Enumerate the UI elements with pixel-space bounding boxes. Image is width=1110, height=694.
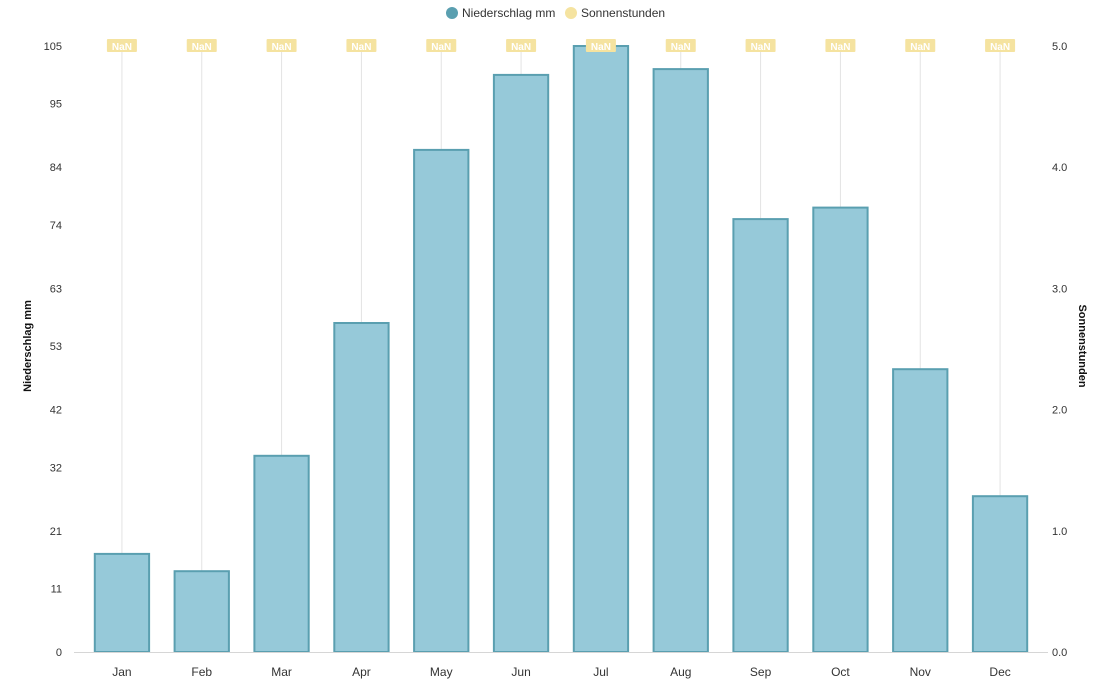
nan-label-bg: [825, 39, 856, 52]
data-label-nan: NaN: [910, 42, 930, 53]
nan-label-bg: [266, 39, 297, 52]
bar-feb: [173, 570, 230, 654]
bar-jun: [492, 73, 550, 653]
nan-label-bg: [506, 39, 537, 52]
bar-oct: [812, 206, 869, 653]
axes-layer: Jan Feb Mar Apr May Jun Jul Aug Sep Oct Nov Dec 0 11 2…: [44, 41, 1068, 679]
data-label-nan: NaN: [192, 42, 212, 53]
bar-nov: [892, 368, 949, 653]
nan-label-bg: [985, 39, 1016, 52]
legend-label-sunshine[interactable]: Sonnenstunden: [581, 6, 665, 20]
data-label-nan: NaN: [591, 42, 611, 53]
y-tick-label-left: 0: [56, 647, 62, 659]
y-tick-label-right: 4.0: [1052, 162, 1067, 174]
y-tick-label-left: 11: [51, 584, 62, 596]
bar-dec: [971, 495, 1029, 654]
y-tick-label-right: 2.0: [1052, 405, 1067, 417]
bar-jul: [572, 45, 630, 653]
bar-sep: [732, 218, 789, 653]
y-tick-label-right: 3.0: [1052, 283, 1067, 295]
x-tick-label: Apr: [352, 665, 371, 679]
nan-label-bg: [346, 39, 377, 52]
x-tick-label: May: [430, 665, 453, 679]
bar-apr: [333, 322, 390, 653]
y-tick-label-right: 0.0: [1052, 647, 1067, 659]
y-tick-label-left: 42: [50, 405, 62, 417]
data-label-nan: NaN: [431, 42, 451, 53]
nan-label-bg: [585, 39, 616, 52]
nan-label-bg: [106, 39, 137, 52]
y-tick-label-right: 1.0: [1052, 526, 1067, 538]
nan-label-bg: [665, 39, 696, 52]
nan-label-bg: [905, 39, 936, 52]
bar-aug: [652, 68, 709, 654]
legend[interactable]: Niederschlag mm Sonnenstunden: [446, 6, 665, 20]
data-label-nan: NaN: [351, 42, 371, 53]
y-tick-label-right: 5.0: [1052, 41, 1067, 53]
y-tick-label-left: 74: [50, 220, 62, 232]
x-tick-label: Mar: [271, 665, 292, 679]
y-axis-title-left: Niederschlag mm: [22, 300, 34, 392]
y-tick-label-left: 32: [50, 462, 62, 474]
nan-label-bg: [186, 39, 217, 52]
x-tick-label: Oct: [831, 665, 850, 679]
y-tick-label-left: 105: [44, 41, 62, 53]
legend-marker-precipitation: [446, 7, 458, 19]
data-label-nan: NaN: [751, 42, 771, 53]
data-label-nan: NaN: [511, 42, 531, 53]
data-label-nan: NaN: [830, 42, 850, 53]
data-label-nan: NaN: [671, 42, 691, 53]
nan-label-bg: [426, 39, 457, 52]
data-label-nan: NaN: [112, 42, 132, 53]
legend-marker-sunshine: [565, 7, 577, 19]
data-label-nan: NaN: [990, 42, 1010, 53]
x-tick-label: Nov: [910, 665, 931, 679]
x-tick-label: Jan: [112, 665, 131, 679]
x-tick-label: Dec: [989, 665, 1010, 679]
legend-label-precipitation[interactable]: Niederschlag mm: [462, 6, 555, 20]
bars-layer: [93, 45, 1029, 654]
y-tick-label-left: 63: [50, 283, 62, 295]
y-tick-label-left: 53: [50, 341, 62, 353]
x-tick-label: Aug: [670, 665, 691, 679]
data-label-nan: NaN: [272, 42, 292, 53]
bar-may: [413, 148, 470, 653]
x-tick-label: Jul: [593, 665, 608, 679]
nan-label-bg: [745, 39, 776, 52]
y-tick-label-left: 95: [50, 99, 62, 111]
x-tick-label: Jun: [511, 665, 530, 679]
y-tick-label-left: 84: [50, 162, 62, 174]
x-tick-label: Sep: [750, 665, 772, 679]
x-tick-label: Feb: [191, 665, 212, 679]
bar-jan: [93, 552, 151, 654]
y-axis-title-right: Sonnenstunden: [1076, 304, 1088, 387]
bar-mar: [253, 454, 310, 653]
data-labels-layer: NaN NaN NaN NaN NaN NaN NaN NaN NaN NaN NaN NaN: [106, 39, 1016, 53]
y-tick-label-left: 21: [50, 526, 62, 538]
